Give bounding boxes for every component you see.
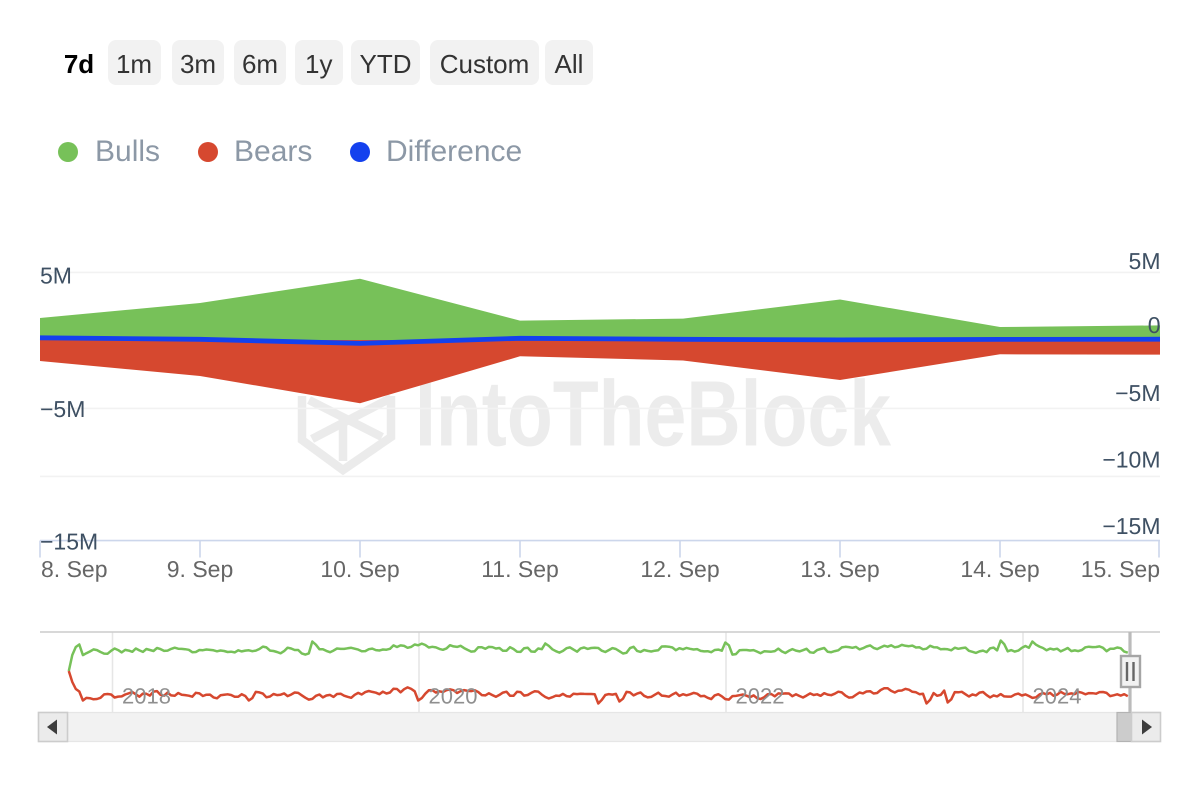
svg-text:8. Sep: 8. Sep — [41, 556, 108, 582]
svg-text:15. Sep: 15. Sep — [1081, 556, 1160, 582]
svg-text:5M: 5M — [1129, 248, 1161, 274]
svg-text:12. Sep: 12. Sep — [640, 556, 719, 582]
svg-text:2020: 2020 — [429, 684, 478, 709]
svg-text:−5M: −5M — [40, 396, 85, 422]
svg-text:13. Sep: 13. Sep — [800, 556, 879, 582]
svg-text:5M: 5M — [40, 263, 72, 289]
svg-text:2018: 2018 — [122, 684, 171, 709]
svg-text:−5M: −5M — [1115, 380, 1160, 406]
svg-text:10. Sep: 10. Sep — [320, 556, 399, 582]
svg-text:2022: 2022 — [736, 684, 785, 709]
svg-text:9. Sep: 9. Sep — [167, 556, 234, 582]
svg-text:14. Sep: 14. Sep — [960, 556, 1039, 582]
svg-text:IntoTheBlock: IntoTheBlock — [415, 362, 891, 466]
svg-text:2024: 2024 — [1033, 684, 1082, 709]
svg-text:−15M: −15M — [40, 529, 98, 555]
svg-text:11. Sep: 11. Sep — [481, 556, 559, 582]
svg-text:−10M: −10M — [1102, 447, 1160, 473]
svg-text:−15M: −15M — [1102, 513, 1160, 539]
svg-text:0: 0 — [1148, 312, 1161, 338]
